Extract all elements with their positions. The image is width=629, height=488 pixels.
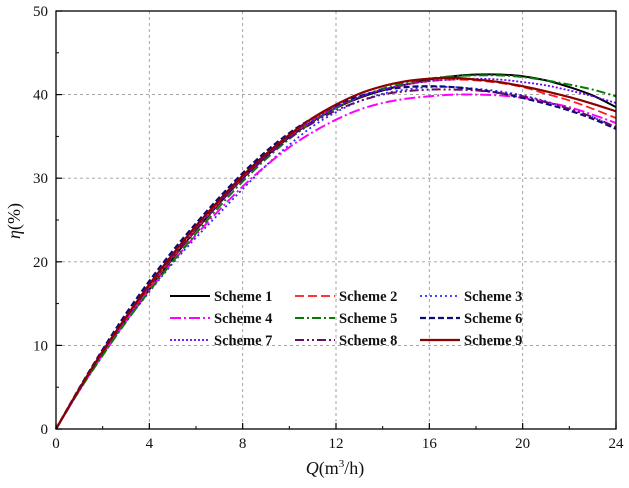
legend-label-scheme-9: Scheme 9 [464, 333, 522, 349]
legend-label-scheme-1: Scheme 1 [214, 289, 272, 305]
legend-label-scheme-3: Scheme 3 [464, 289, 522, 305]
legend-label-scheme-4: Scheme 4 [214, 311, 272, 327]
x-tick-label: 8 [239, 436, 247, 452]
legend-label-scheme-7: Scheme 7 [214, 333, 272, 349]
x-tick-label: 12 [329, 436, 344, 452]
x-axis-title-sup: 3 [339, 458, 345, 470]
series-line-scheme-5 [55, 74, 617, 430]
x-axis-title: Q(m3/h) [306, 458, 365, 479]
legend-label-scheme-2: Scheme 2 [339, 289, 397, 305]
y-tick-label: 50 [33, 4, 48, 20]
x-tick-label: 16 [422, 436, 438, 452]
x-tick-label: 4 [146, 436, 154, 452]
y-tick-label: 0 [41, 422, 49, 438]
x-axis-title-symbol: Q [306, 458, 319, 478]
x-tick-label: 20 [515, 436, 530, 452]
series-line-scheme-8 [55, 88, 617, 430]
axis-ticks: 0 4 8 12 16 20 24 0 10 20 30 40 50 [33, 4, 624, 452]
y-tick-label: 40 [33, 88, 48, 104]
y-axis-title: η(%) [4, 203, 25, 239]
y-axis-title-symbol: η [4, 230, 24, 239]
y-tick-label: 20 [33, 255, 48, 271]
y-tick-label: 10 [33, 338, 48, 354]
legend-label-scheme-8: Scheme 8 [339, 333, 397, 349]
y-tick-label: 30 [33, 171, 48, 187]
x-tick-label: 0 [52, 436, 60, 452]
x-axis-title-unit: (m [319, 458, 339, 479]
y-axis-title-unit: (%) [4, 203, 25, 230]
grid-lines [56, 11, 616, 429]
legend-label-scheme-5: Scheme 5 [339, 311, 397, 327]
legend: Scheme 1 Scheme 2 Scheme 3 Scheme 4 Scheme 5… [170, 289, 522, 349]
x-tick-label: 24 [609, 436, 625, 452]
x-axis-title-tail: /h) [344, 458, 364, 479]
legend-label-scheme-6: Scheme 6 [464, 311, 522, 327]
series-lines [55, 73, 617, 430]
series-line-scheme-9 [55, 76, 617, 430]
